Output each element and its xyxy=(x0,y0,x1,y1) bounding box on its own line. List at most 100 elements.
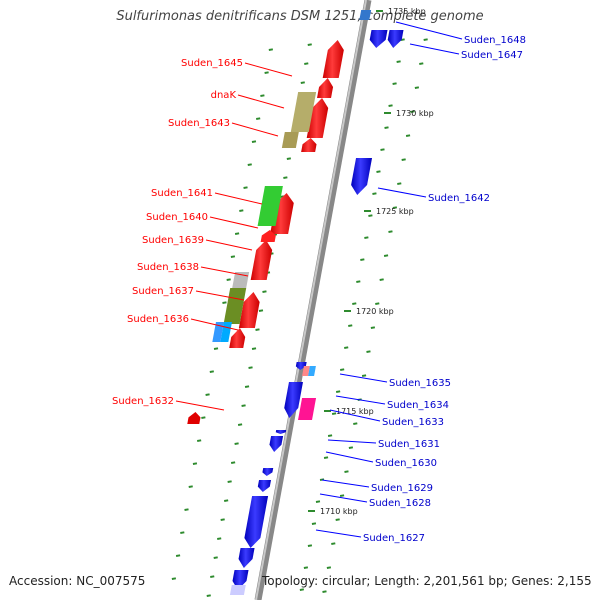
accession-text: Accession: NC_007575 xyxy=(9,574,146,588)
orf-track-dot xyxy=(206,594,211,597)
orf-track-dot xyxy=(217,537,222,540)
orf-track-dot xyxy=(340,368,345,371)
label-leader xyxy=(339,373,388,383)
orf-track-dot xyxy=(366,350,371,353)
forward-cds xyxy=(317,78,334,98)
kbp-label: 1725 kbp xyxy=(376,207,414,216)
backbone-highlight xyxy=(255,0,367,600)
gene-label-reverse: Suden_1648 xyxy=(464,35,526,46)
orf-track-dot xyxy=(196,439,202,442)
orf-track-dot xyxy=(175,554,181,557)
gene-block xyxy=(232,272,250,288)
forward-cds xyxy=(260,230,276,242)
orf-track-dot xyxy=(319,478,325,481)
gene-label-forward: dnaK xyxy=(211,90,237,101)
gene-label-forward: Suden_1643 xyxy=(168,118,230,129)
gene-block xyxy=(359,10,372,20)
orf-track-dot xyxy=(388,104,393,107)
orf-track-dot xyxy=(258,309,264,312)
orf-track-dot xyxy=(283,176,288,179)
orf-track-dot xyxy=(396,60,401,63)
orf-track-dot xyxy=(414,86,420,89)
gene-label-reverse: Suden_1642 xyxy=(428,193,490,204)
gene-label-forward: Suden_1636 xyxy=(127,314,189,325)
gene-label-forward: Suden_1639 xyxy=(142,235,204,246)
orf-track-dot xyxy=(251,140,257,143)
backbone-line xyxy=(254,0,372,600)
dnak-block xyxy=(290,92,317,132)
orf-track-dot xyxy=(251,347,257,350)
orf-track-dot xyxy=(356,280,361,283)
orf-track-dot xyxy=(322,590,327,593)
label-leader xyxy=(395,21,463,40)
label-leader xyxy=(195,290,245,301)
reverse-cds xyxy=(244,496,269,548)
forward-cds xyxy=(322,40,344,78)
label-leader xyxy=(231,122,279,137)
orf-track-dot xyxy=(300,81,305,84)
label-leader xyxy=(321,479,370,488)
orf-track-dot xyxy=(210,575,215,578)
reverse-cds xyxy=(295,362,307,370)
label-leader xyxy=(327,439,377,444)
orf-track-dot xyxy=(331,412,337,415)
orf-track-dot xyxy=(315,500,321,503)
gene-block xyxy=(308,366,316,376)
label-leader xyxy=(315,529,362,538)
orf-track-dot xyxy=(307,544,313,547)
orf-track-dot xyxy=(376,170,381,173)
orf-track-dot xyxy=(392,82,397,85)
gene-label-reverse: Suden_1629 xyxy=(371,483,433,494)
orf-track-dot xyxy=(260,94,265,97)
orf-track-dot xyxy=(339,494,345,497)
label-leader xyxy=(200,266,249,277)
orf-track-dot xyxy=(372,192,377,195)
reverse-cds xyxy=(387,30,404,48)
orf-track-dot xyxy=(264,71,269,74)
gene-label-reverse: Suden_1631 xyxy=(378,439,440,450)
orf-track-dot xyxy=(419,62,424,65)
reverse-cds xyxy=(262,468,274,476)
orf-track-dot xyxy=(234,442,239,445)
gene-label-forward: Suden_1632 xyxy=(112,396,174,407)
label-leader xyxy=(329,409,381,422)
orf-track-dot xyxy=(348,446,354,449)
map-title: Sulfurimonas denitrificans DSM 1251, com… xyxy=(116,9,484,24)
label-leader xyxy=(409,43,460,55)
forward-cds xyxy=(238,292,260,328)
orf-track-dot xyxy=(384,126,389,129)
gene-block xyxy=(212,322,224,342)
label-leader xyxy=(319,493,368,503)
reverse-cds xyxy=(257,480,272,492)
orf-track-dot xyxy=(188,485,193,488)
orf-track-dot xyxy=(244,385,250,388)
orf-track-dot xyxy=(241,404,246,407)
orf-track-dot xyxy=(361,374,367,377)
gene-label-reverse: Suden_1633 xyxy=(382,417,444,428)
label-leader xyxy=(244,62,293,77)
forward-cds xyxy=(187,412,201,424)
orf-track-dot xyxy=(323,456,329,459)
gene-label-reverse: Suden_1647 xyxy=(461,50,523,61)
kbp-label: 1730 kbp xyxy=(396,109,434,118)
gene-block xyxy=(257,186,283,226)
gene-label-reverse: Suden_1635 xyxy=(389,378,451,389)
orf-track-dot xyxy=(226,278,231,281)
label-leader xyxy=(175,400,225,411)
orf-track-dot xyxy=(379,278,384,281)
label-leader xyxy=(335,395,386,405)
orf-track-dot xyxy=(209,370,214,373)
gene-block xyxy=(298,398,317,420)
gene-block xyxy=(302,366,310,376)
orf-track-dot xyxy=(184,508,189,511)
kbp-label: 1720 kbp xyxy=(356,307,394,316)
orf-track-dot xyxy=(380,148,385,151)
kbp-label: 1735 kbp xyxy=(388,7,426,16)
orf-track-dot xyxy=(262,290,267,293)
orf-track-dot xyxy=(237,423,243,426)
orf-track-dot xyxy=(230,461,236,464)
forward-cds xyxy=(306,98,329,138)
orf-track-dot xyxy=(213,556,218,559)
orf-track-dot xyxy=(222,301,227,304)
